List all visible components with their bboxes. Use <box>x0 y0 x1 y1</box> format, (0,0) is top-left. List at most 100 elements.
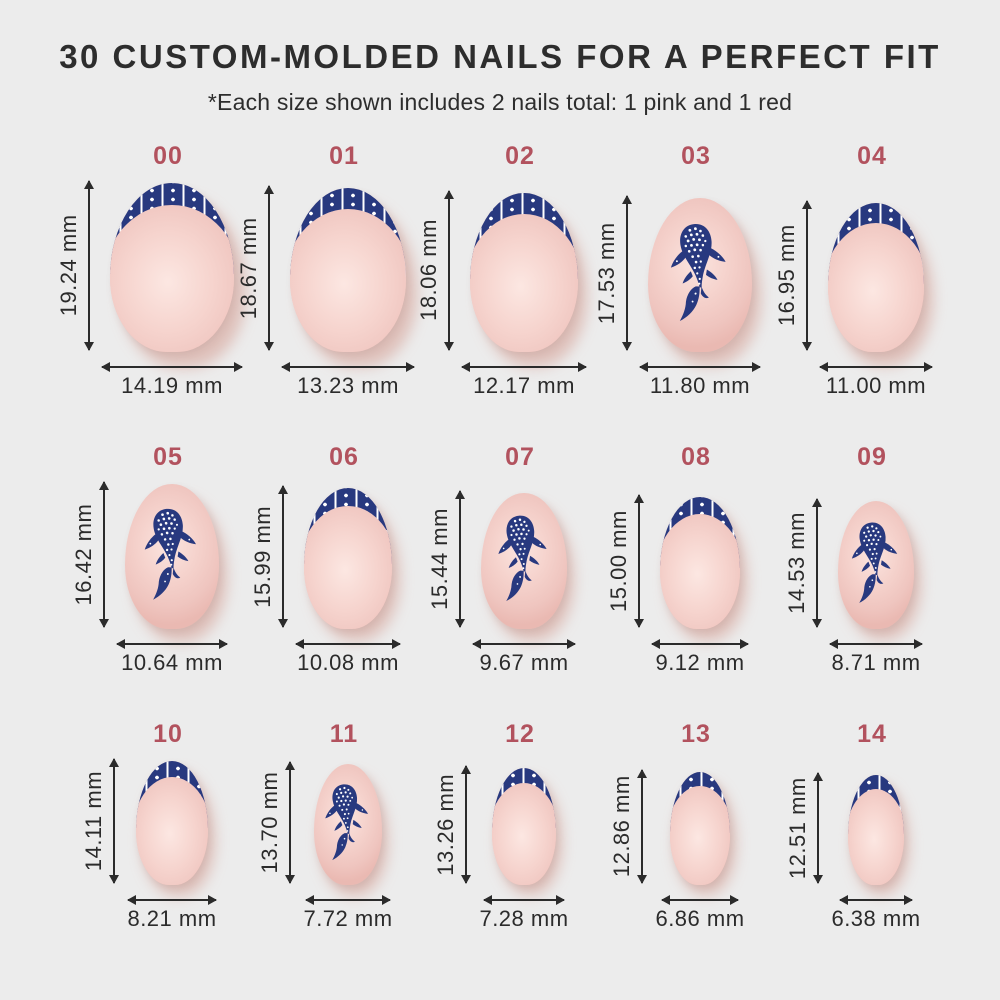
nail-group: 7.28 mm <box>479 768 568 932</box>
nail-group: 11.00 mm <box>819 203 934 399</box>
pink-nail <box>669 771 731 885</box>
nail-highlight-dome <box>847 789 905 885</box>
width-arrow-icon <box>306 898 390 901</box>
nail-group: 9.12 mm <box>651 496 749 676</box>
pink-nail <box>470 193 578 353</box>
nail-figure: 14.53 mm 8.71 mm <box>782 498 923 676</box>
pink-nail <box>314 764 382 885</box>
pink-nail <box>827 203 925 353</box>
size-cell-12: 12 13.26 mm 7.28 mm <box>412 720 588 932</box>
height-value: 18.67 mm <box>235 217 261 320</box>
width-arrow-icon <box>281 366 415 369</box>
nail-group: 6.86 mm <box>655 771 745 932</box>
height-dimension: 17.53 mm <box>592 196 629 351</box>
nail-wrap <box>314 764 389 896</box>
size-number: 10 <box>153 719 183 748</box>
size-cell-05: 05 16.42 mm 10.64 mm <box>60 443 236 675</box>
height-value: 17.53 mm <box>594 222 620 325</box>
height-dimension: 15.00 mm <box>604 494 640 627</box>
nail-highlight-dome <box>109 205 235 353</box>
height-value: 13.26 mm <box>433 773 459 876</box>
pink-nail <box>847 774 905 885</box>
nail-figure: 16.42 mm 10.64 mm <box>69 482 228 675</box>
height-value: 16.95 mm <box>773 224 799 327</box>
size-cell-00: 00 19.24 mm 14.19 mm <box>56 142 246 399</box>
height-dimension: 12.51 mm <box>783 772 820 883</box>
nail-wrap <box>289 188 417 368</box>
nail-wrap <box>481 492 575 641</box>
width-value: 8.71 mm <box>831 649 921 675</box>
height-arrow-icon <box>289 762 292 883</box>
nail-group: 8.71 mm <box>829 500 923 676</box>
nail-group: 6.38 mm <box>831 774 920 932</box>
nail-wrap <box>135 760 215 897</box>
height-arrow-icon <box>815 498 818 627</box>
height-value: 14.11 mm <box>81 770 107 871</box>
nail-wrap <box>659 496 748 641</box>
height-value: 15.00 mm <box>605 509 631 612</box>
width-arrow-icon <box>483 898 565 901</box>
nail-wrap <box>491 768 562 896</box>
height-dimension: 15.99 mm <box>248 486 284 627</box>
nail-wrap <box>669 771 736 896</box>
nail-figure: 14.11 mm 8.21 mm <box>79 758 217 932</box>
nail-highlight-dome <box>669 786 731 885</box>
size-number: 04 <box>857 142 887 170</box>
height-arrow-icon <box>87 181 90 351</box>
nail-group: 9.67 mm <box>473 492 575 676</box>
size-number: 12 <box>505 719 535 748</box>
width-value: 7.72 mm <box>303 905 393 931</box>
width-arrow-icon <box>473 642 575 645</box>
nail-highlight-dome <box>470 214 578 353</box>
height-arrow-icon <box>805 201 808 351</box>
size-number: 07 <box>505 443 535 472</box>
size-row-3: 10 14.11 mm 8.21 mm <box>0 720 1000 932</box>
nail-highlight-dome <box>491 783 557 885</box>
nail-figure: 18.06 mm 12.17 mm <box>414 191 588 399</box>
nail-highlight-dome <box>659 513 741 629</box>
size-cell-13: 13 12.86 mm 6.86 mm <box>588 720 764 932</box>
pink-nail <box>135 760 209 885</box>
size-cell-08: 08 15.00 mm 9.12 mm <box>588 443 764 675</box>
nail-figure: 17.53 mm 11.80 mm <box>592 196 762 399</box>
size-number: 05 <box>153 443 183 472</box>
size-cell-03: 03 17.53 mm 11.80 mm <box>588 142 764 399</box>
width-value: 12.17 mm <box>473 373 575 399</box>
height-dimension: 13.70 mm <box>255 762 292 883</box>
height-arrow-icon <box>448 191 451 351</box>
width-value: 6.86 mm <box>655 905 745 931</box>
pink-nail <box>481 492 567 629</box>
height-arrow-icon <box>103 482 106 627</box>
width-value: 10.64 mm <box>121 649 223 675</box>
width-arrow-icon <box>829 642 923 645</box>
width-value: 7.28 mm <box>479 905 569 931</box>
height-arrow-icon <box>459 490 462 627</box>
size-number: 02 <box>505 142 535 170</box>
size-number: 08 <box>681 443 711 472</box>
page-title: 30 CUSTOM-MOLDED NAILS FOR A PERFECT FIT <box>59 38 941 75</box>
width-arrow-icon <box>661 898 739 901</box>
height-value: 12.51 mm <box>785 776 811 879</box>
width-value: 14.19 mm <box>121 373 223 399</box>
size-cell-06: 06 15.99 mm 10.08 mm <box>236 443 412 675</box>
height-arrow-icon <box>637 494 640 627</box>
nail-group: 7.72 mm <box>303 764 392 932</box>
size-cell-09: 09 14.53 mm 8.71 mm <box>764 443 940 675</box>
size-cell-02: 02 18.06 mm 12.17 mm <box>412 142 588 399</box>
nail-figure: 13.26 mm 7.28 mm <box>431 766 568 932</box>
size-cell-10: 10 14.11 mm 8.21 mm <box>60 720 236 932</box>
size-number: 14 <box>857 719 887 748</box>
height-value: 15.99 mm <box>249 505 275 608</box>
width-value: 13.23 mm <box>297 373 399 399</box>
nail-wrap <box>827 203 934 366</box>
height-value: 18.06 mm <box>416 219 442 322</box>
width-arrow-icon <box>839 898 913 901</box>
nail-highlight-dome <box>135 776 209 885</box>
page-subtitle: *Each size shown includes 2 nails total:… <box>207 89 793 115</box>
whale-shark-icon <box>498 516 547 602</box>
height-dimension: 16.95 mm <box>772 201 808 351</box>
nail-figure: 15.44 mm 9.67 mm <box>425 490 575 676</box>
size-cell-01: 01 18.67 mm 13.23 mm <box>235 142 417 399</box>
nail-wrap <box>303 488 401 642</box>
